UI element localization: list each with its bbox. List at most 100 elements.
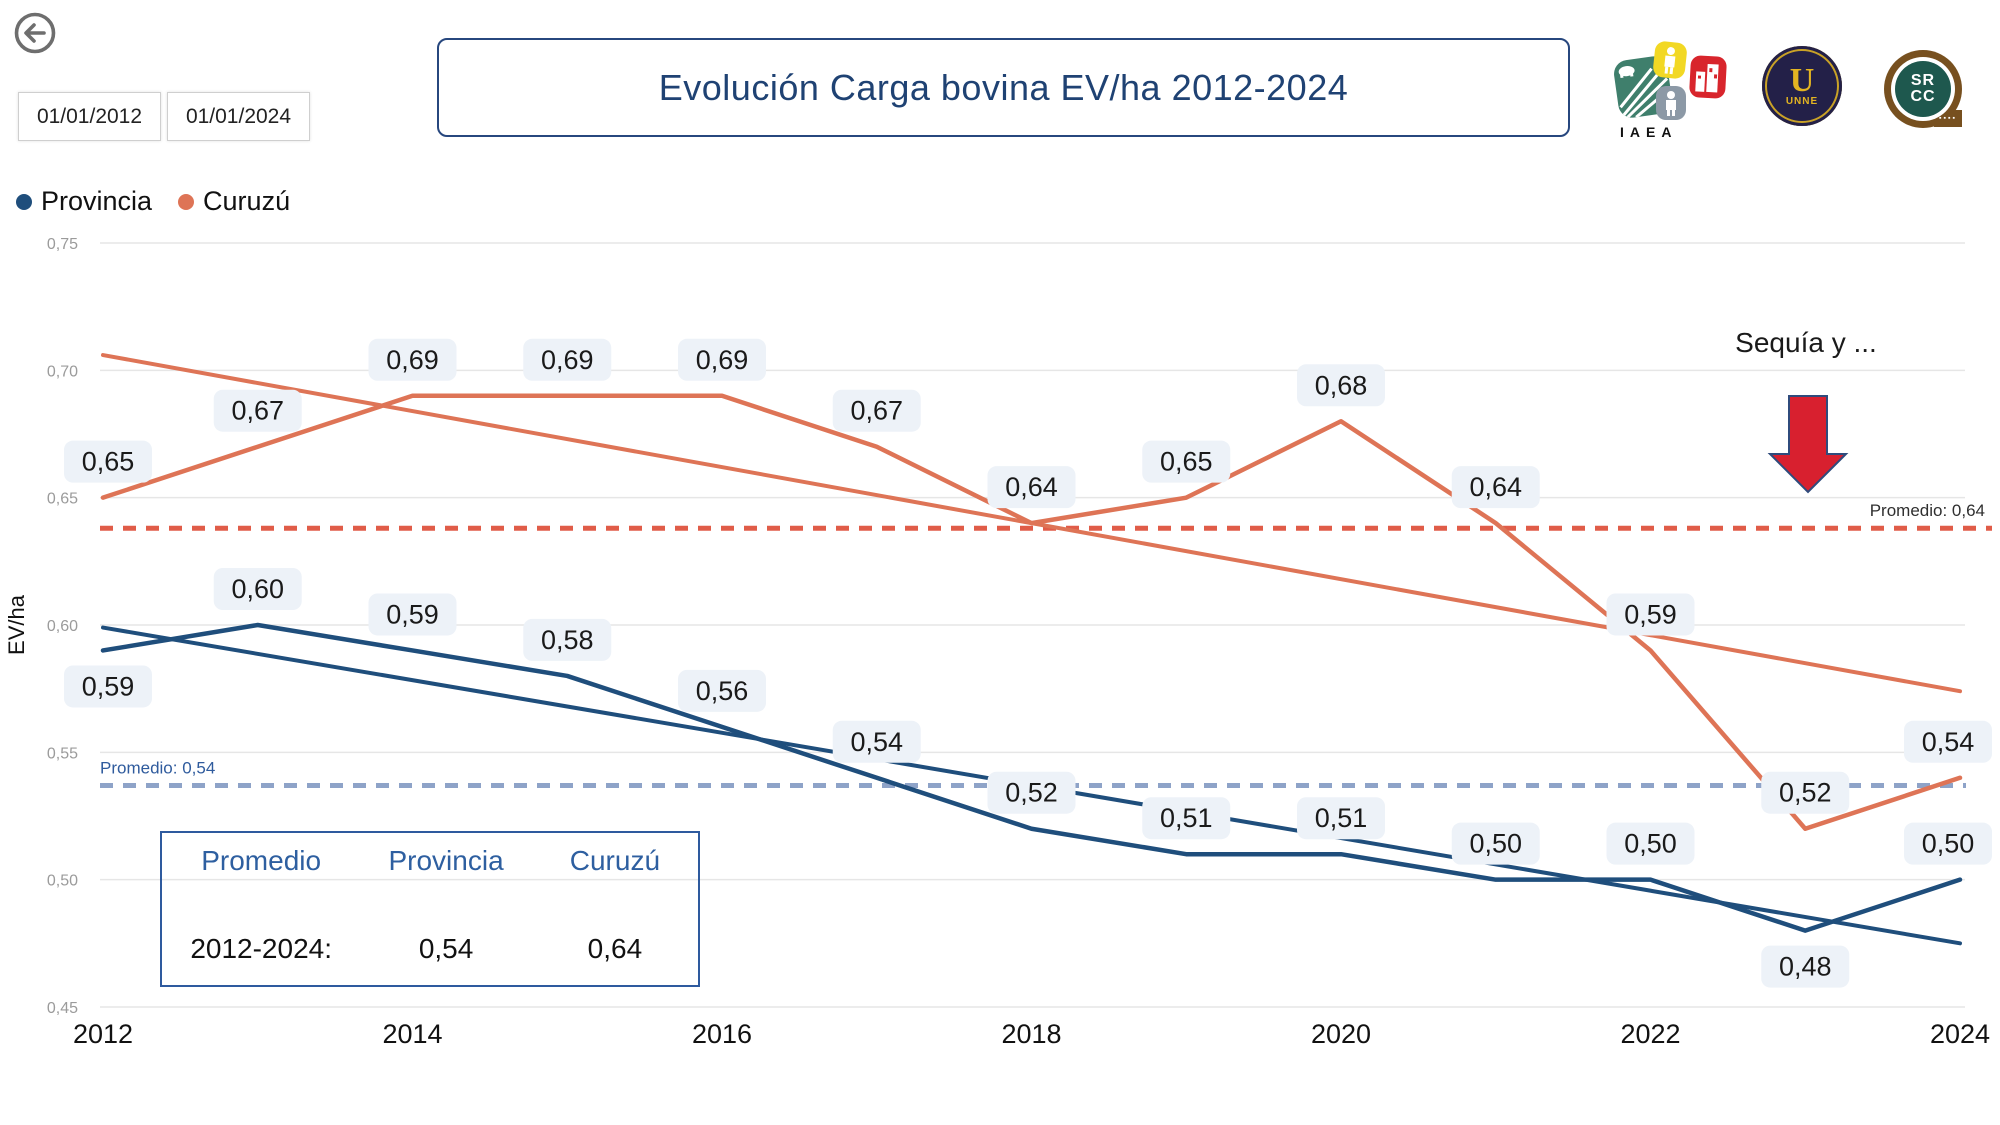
iaea-person-icon	[1652, 40, 1688, 80]
svg-text:0,65: 0,65	[82, 447, 135, 477]
curuzú-data-label: 0,69	[523, 338, 612, 381]
x-tick-label[interactable]: 2012	[73, 1019, 133, 1049]
provincia-average-label: Promedio: 0,54	[100, 758, 215, 777]
curuzú-data-label: 0,54	[1904, 720, 1992, 763]
svg-text:0,69: 0,69	[386, 345, 439, 375]
srcc-inner: SR CC	[1891, 57, 1955, 121]
start-date-input[interactable]	[18, 92, 161, 141]
curuzu-legend-label: Curuzú	[203, 186, 291, 216]
svg-text:0,50: 0,50	[1624, 829, 1677, 859]
unne-u-glyph: U	[1789, 61, 1815, 99]
y-axis-title: EV/ha	[4, 594, 29, 655]
svg-text:0,59: 0,59	[386, 599, 439, 629]
curuzú-data-label: 0,67	[213, 389, 302, 432]
provincia-line[interactable]	[100, 622, 1963, 933]
table-cell-curuzu-avg: 0,64	[587, 933, 643, 964]
x-tick-label[interactable]: 2014	[382, 1019, 442, 1049]
provincia-data-label: 0,54	[832, 720, 921, 763]
y-tick-label: 0,55	[47, 745, 78, 762]
chart-legend: Provincia Curuzú	[16, 186, 290, 217]
provincia-data-label: 0,59	[368, 593, 457, 636]
end-date-input[interactable]	[167, 92, 310, 141]
y-tick-label: 0,50	[47, 873, 78, 890]
curuzú-data-label: 0,65	[1142, 440, 1231, 483]
svg-text:0,50: 0,50	[1922, 829, 1975, 859]
provincia-data-label: 0,56	[678, 669, 766, 712]
curuzú-data-label: 0,64	[987, 466, 1076, 509]
svg-text:0,50: 0,50	[1469, 829, 1522, 859]
svg-text:0,54: 0,54	[1922, 727, 1975, 757]
provincia-legend-label: Provincia	[41, 186, 153, 216]
curuzú-data-label: 0,69	[368, 338, 457, 381]
unne-logo: U UNNE	[1762, 46, 1842, 126]
curuzú-data-label: 0,64	[1451, 466, 1540, 509]
x-tick-label[interactable]: 2016	[692, 1019, 752, 1049]
curuzú-data-label: 0,67	[832, 389, 921, 432]
svg-text:0,68: 0,68	[1315, 370, 1368, 400]
x-tick-label[interactable]: 2024	[1930, 1019, 1990, 1049]
summary-table-header-row: Promedio Provincia Curuzú	[162, 845, 698, 877]
curuzú-data-label: 0,59	[1606, 593, 1695, 636]
table-cell-provincia-avg: 0,54	[418, 933, 474, 964]
svg-text:0,52: 0,52	[1779, 778, 1832, 808]
svg-text:0,51: 0,51	[1315, 803, 1368, 833]
provincia-data-label: 0,50	[1904, 822, 1992, 865]
line-chart: 0,75 0,70 0,65 0,60 0,55 0,50 0,45 2012 2014 2016…	[4, 236, 1992, 1049]
curuzú-line[interactable]	[100, 393, 1963, 831]
provincia-data-label: 0,52	[987, 771, 1076, 814]
legend-item-curuzu[interactable]: Curuzú	[178, 186, 290, 217]
provincia-data-label: 0,59	[64, 665, 152, 708]
svg-text:0,48: 0,48	[1779, 952, 1832, 982]
curuzú-data-label: 0,68	[1297, 364, 1385, 407]
curuzú-data-label: 0,65	[64, 440, 152, 483]
y-tick-label: 0,60	[47, 618, 78, 635]
svg-text:0,59: 0,59	[82, 671, 135, 701]
y-tick-label: 0,70	[47, 363, 78, 380]
svg-text:0,64: 0,64	[1469, 472, 1522, 502]
x-tick-label[interactable]: 2018	[1001, 1019, 1061, 1049]
back-button[interactable]	[13, 11, 57, 55]
x-tick-label[interactable]: 2022	[1620, 1019, 1680, 1049]
page-title-text: Evolución Carga bovina EV/ha 2012-2024	[658, 66, 1349, 108]
legend-item-provincia[interactable]: Provincia	[16, 186, 152, 217]
x-tick-label[interactable]: 2020	[1311, 1019, 1371, 1049]
summary-table-value-row: 2012-2024: 0,54 0,64	[162, 933, 698, 965]
curuzú-data-label: 0,52	[1761, 771, 1850, 814]
table-header-promedio: Promedio	[201, 845, 322, 876]
y-tick-label: 0,45	[47, 1000, 78, 1017]
svg-text:0,54: 0,54	[850, 727, 903, 757]
back-arrow-icon	[14, 12, 56, 54]
table-header-curuzu: Curuzú	[569, 845, 661, 876]
table-cell-period: 2012-2024:	[190, 933, 332, 964]
svg-text:0,59: 0,59	[1624, 599, 1677, 629]
iaea-buildings-icon	[1688, 55, 1728, 99]
provincia-data-label: 0,60	[213, 568, 302, 610]
curuzú-data-label: 0,69	[678, 338, 766, 381]
svg-text:0,60: 0,60	[231, 574, 284, 604]
iaea-caption: IAEA	[1620, 124, 1678, 140]
down-arrow-icon	[1767, 395, 1849, 494]
svg-text:0,69: 0,69	[541, 345, 594, 375]
svg-text:0,69: 0,69	[696, 345, 749, 375]
provincia-data-label: 0,48	[1761, 945, 1850, 988]
page-title: Evolución Carga bovina EV/ha 2012-2024	[437, 38, 1570, 137]
srcc-logo: ▪▪▪▪ SR CC	[1884, 50, 1962, 128]
provincia-data-label: 0,50	[1451, 822, 1540, 865]
y-tick-label: 0,65	[47, 491, 78, 508]
svg-text:0,51: 0,51	[1160, 803, 1213, 833]
table-header-provincia: Provincia	[388, 845, 504, 876]
y-tick-label: 0,75	[47, 236, 78, 253]
curuzú-average-label: Promedio: 0,64	[1870, 501, 1985, 520]
provincia-data-label: 0,50	[1606, 822, 1695, 865]
iaea-logo: IAEA	[1612, 40, 1728, 140]
srcc-monogram: SR CC	[1895, 61, 1951, 117]
svg-text:0,52: 0,52	[1005, 778, 1058, 808]
annotation-text: Sequía y ...	[1735, 327, 1877, 358]
summary-table: Promedio Provincia Curuzú 2012-2024: 0,5…	[160, 831, 700, 987]
svg-text:0,56: 0,56	[696, 676, 749, 706]
svg-text:0,58: 0,58	[541, 625, 594, 655]
unne-caption: UNNE	[1785, 95, 1819, 107]
provincia-data-label: 0,51	[1297, 797, 1385, 840]
iaea-field-icon	[1612, 54, 1674, 120]
